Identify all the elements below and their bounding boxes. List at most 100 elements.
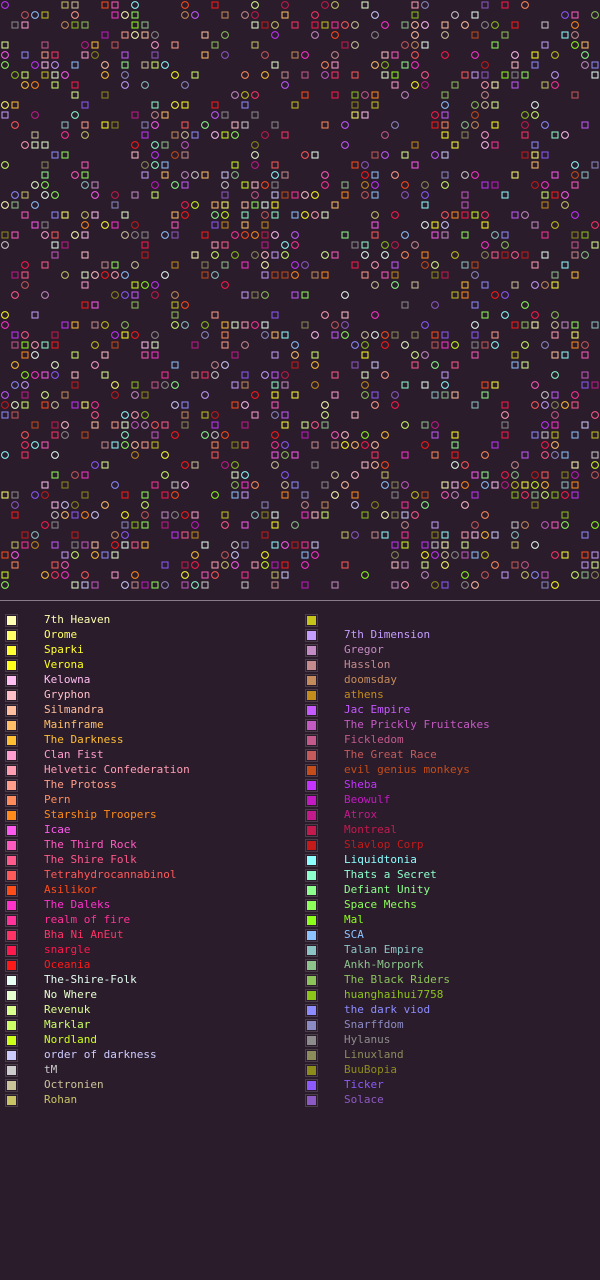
- system-marker[interactable]: [441, 151, 449, 159]
- system-marker[interactable]: [291, 451, 299, 459]
- planet-marker[interactable]: [421, 551, 429, 559]
- system-marker[interactable]: [401, 61, 409, 69]
- planet-marker[interactable]: [181, 511, 189, 519]
- system-marker[interactable]: [581, 121, 589, 129]
- system-marker[interactable]: [551, 421, 559, 429]
- planet-marker[interactable]: [531, 471, 539, 479]
- planet-marker[interactable]: [221, 31, 229, 39]
- system-marker[interactable]: [201, 541, 209, 549]
- system-marker[interactable]: [271, 371, 279, 379]
- system-marker[interactable]: [261, 511, 269, 519]
- system-marker[interactable]: [571, 431, 579, 439]
- planet-marker[interactable]: [531, 181, 539, 189]
- planet-marker[interactable]: [291, 341, 299, 349]
- planet-marker[interactable]: [221, 281, 229, 289]
- planet-marker[interactable]: [381, 371, 389, 379]
- system-marker[interactable]: [511, 81, 519, 89]
- planet-marker[interactable]: [131, 141, 139, 149]
- system-marker[interactable]: [581, 531, 589, 539]
- planet-marker[interactable]: [91, 551, 99, 559]
- system-marker[interactable]: [11, 341, 19, 349]
- system-marker[interactable]: [271, 211, 279, 219]
- planet-marker[interactable]: [321, 251, 329, 259]
- planet-marker[interactable]: [171, 321, 179, 329]
- system-marker[interactable]: [581, 381, 589, 389]
- system-marker[interactable]: [351, 361, 359, 369]
- planet-marker[interactable]: [261, 551, 269, 559]
- planet-marker[interactable]: [401, 231, 409, 239]
- system-marker[interactable]: [181, 151, 189, 159]
- planet-marker[interactable]: [271, 431, 279, 439]
- system-marker[interactable]: [211, 201, 219, 209]
- planet-marker[interactable]: [161, 581, 169, 589]
- system-marker[interactable]: [561, 551, 569, 559]
- planet-marker[interactable]: [331, 471, 339, 479]
- system-marker[interactable]: [281, 131, 289, 139]
- system-marker[interactable]: [81, 21, 89, 29]
- system-marker[interactable]: [531, 61, 539, 69]
- system-marker[interactable]: [331, 21, 339, 29]
- system-marker[interactable]: [441, 231, 449, 239]
- planet-marker[interactable]: [211, 211, 219, 219]
- planet-marker[interactable]: [91, 271, 99, 279]
- system-marker[interactable]: [291, 541, 299, 549]
- system-marker[interactable]: [121, 61, 129, 69]
- planet-marker[interactable]: [361, 431, 369, 439]
- system-marker[interactable]: [491, 141, 499, 149]
- system-marker[interactable]: [371, 151, 379, 159]
- planet-marker[interactable]: [371, 181, 379, 189]
- planet-marker[interactable]: [111, 331, 119, 339]
- planet-marker[interactable]: [91, 411, 99, 419]
- system-marker[interactable]: [511, 21, 519, 29]
- system-marker[interactable]: [211, 221, 219, 229]
- system-marker[interactable]: [541, 81, 549, 89]
- planet-marker[interactable]: [321, 181, 329, 189]
- system-marker[interactable]: [591, 551, 599, 559]
- planet-marker[interactable]: [51, 191, 59, 199]
- planet-marker[interactable]: [261, 291, 269, 299]
- system-marker[interactable]: [11, 231, 19, 239]
- planet-marker[interactable]: [461, 171, 469, 179]
- planet-marker[interactable]: [421, 191, 429, 199]
- planet-marker[interactable]: [421, 571, 429, 579]
- planet-marker[interactable]: [11, 121, 19, 129]
- planet-marker[interactable]: [401, 181, 409, 189]
- system-marker[interactable]: [1, 231, 9, 239]
- planet-marker[interactable]: [161, 471, 169, 479]
- system-marker[interactable]: [71, 541, 79, 549]
- planet-marker[interactable]: [201, 331, 209, 339]
- system-marker[interactable]: [281, 11, 289, 19]
- system-marker[interactable]: [41, 41, 49, 49]
- planet-marker[interactable]: [481, 131, 489, 139]
- planet-marker[interactable]: [361, 341, 369, 349]
- planet-marker[interactable]: [551, 551, 559, 559]
- system-marker[interactable]: [21, 271, 29, 279]
- planet-marker[interactable]: [1, 201, 9, 209]
- planet-marker[interactable]: [321, 311, 329, 319]
- system-marker[interactable]: [1, 411, 9, 419]
- system-marker[interactable]: [461, 131, 469, 139]
- system-marker[interactable]: [131, 111, 139, 119]
- system-marker[interactable]: [451, 81, 459, 89]
- planet-marker[interactable]: [1, 581, 9, 589]
- system-marker[interactable]: [311, 151, 319, 159]
- planet-marker[interactable]: [281, 471, 289, 479]
- planet-marker[interactable]: [411, 81, 419, 89]
- system-marker[interactable]: [201, 411, 209, 419]
- system-marker[interactable]: [171, 301, 179, 309]
- planet-marker[interactable]: [111, 271, 119, 279]
- system-marker[interactable]: [381, 271, 389, 279]
- planet-marker[interactable]: [351, 531, 359, 539]
- planet-marker[interactable]: [191, 551, 199, 559]
- system-marker[interactable]: [221, 261, 229, 269]
- system-marker[interactable]: [221, 131, 229, 139]
- planet-marker[interactable]: [561, 521, 569, 529]
- planet-marker[interactable]: [411, 61, 419, 69]
- system-marker[interactable]: [41, 51, 49, 59]
- system-marker[interactable]: [211, 441, 219, 449]
- planet-marker[interactable]: [271, 31, 279, 39]
- system-marker[interactable]: [501, 71, 509, 79]
- planet-marker[interactable]: [91, 461, 99, 469]
- system-marker[interactable]: [411, 11, 419, 19]
- system-marker[interactable]: [51, 81, 59, 89]
